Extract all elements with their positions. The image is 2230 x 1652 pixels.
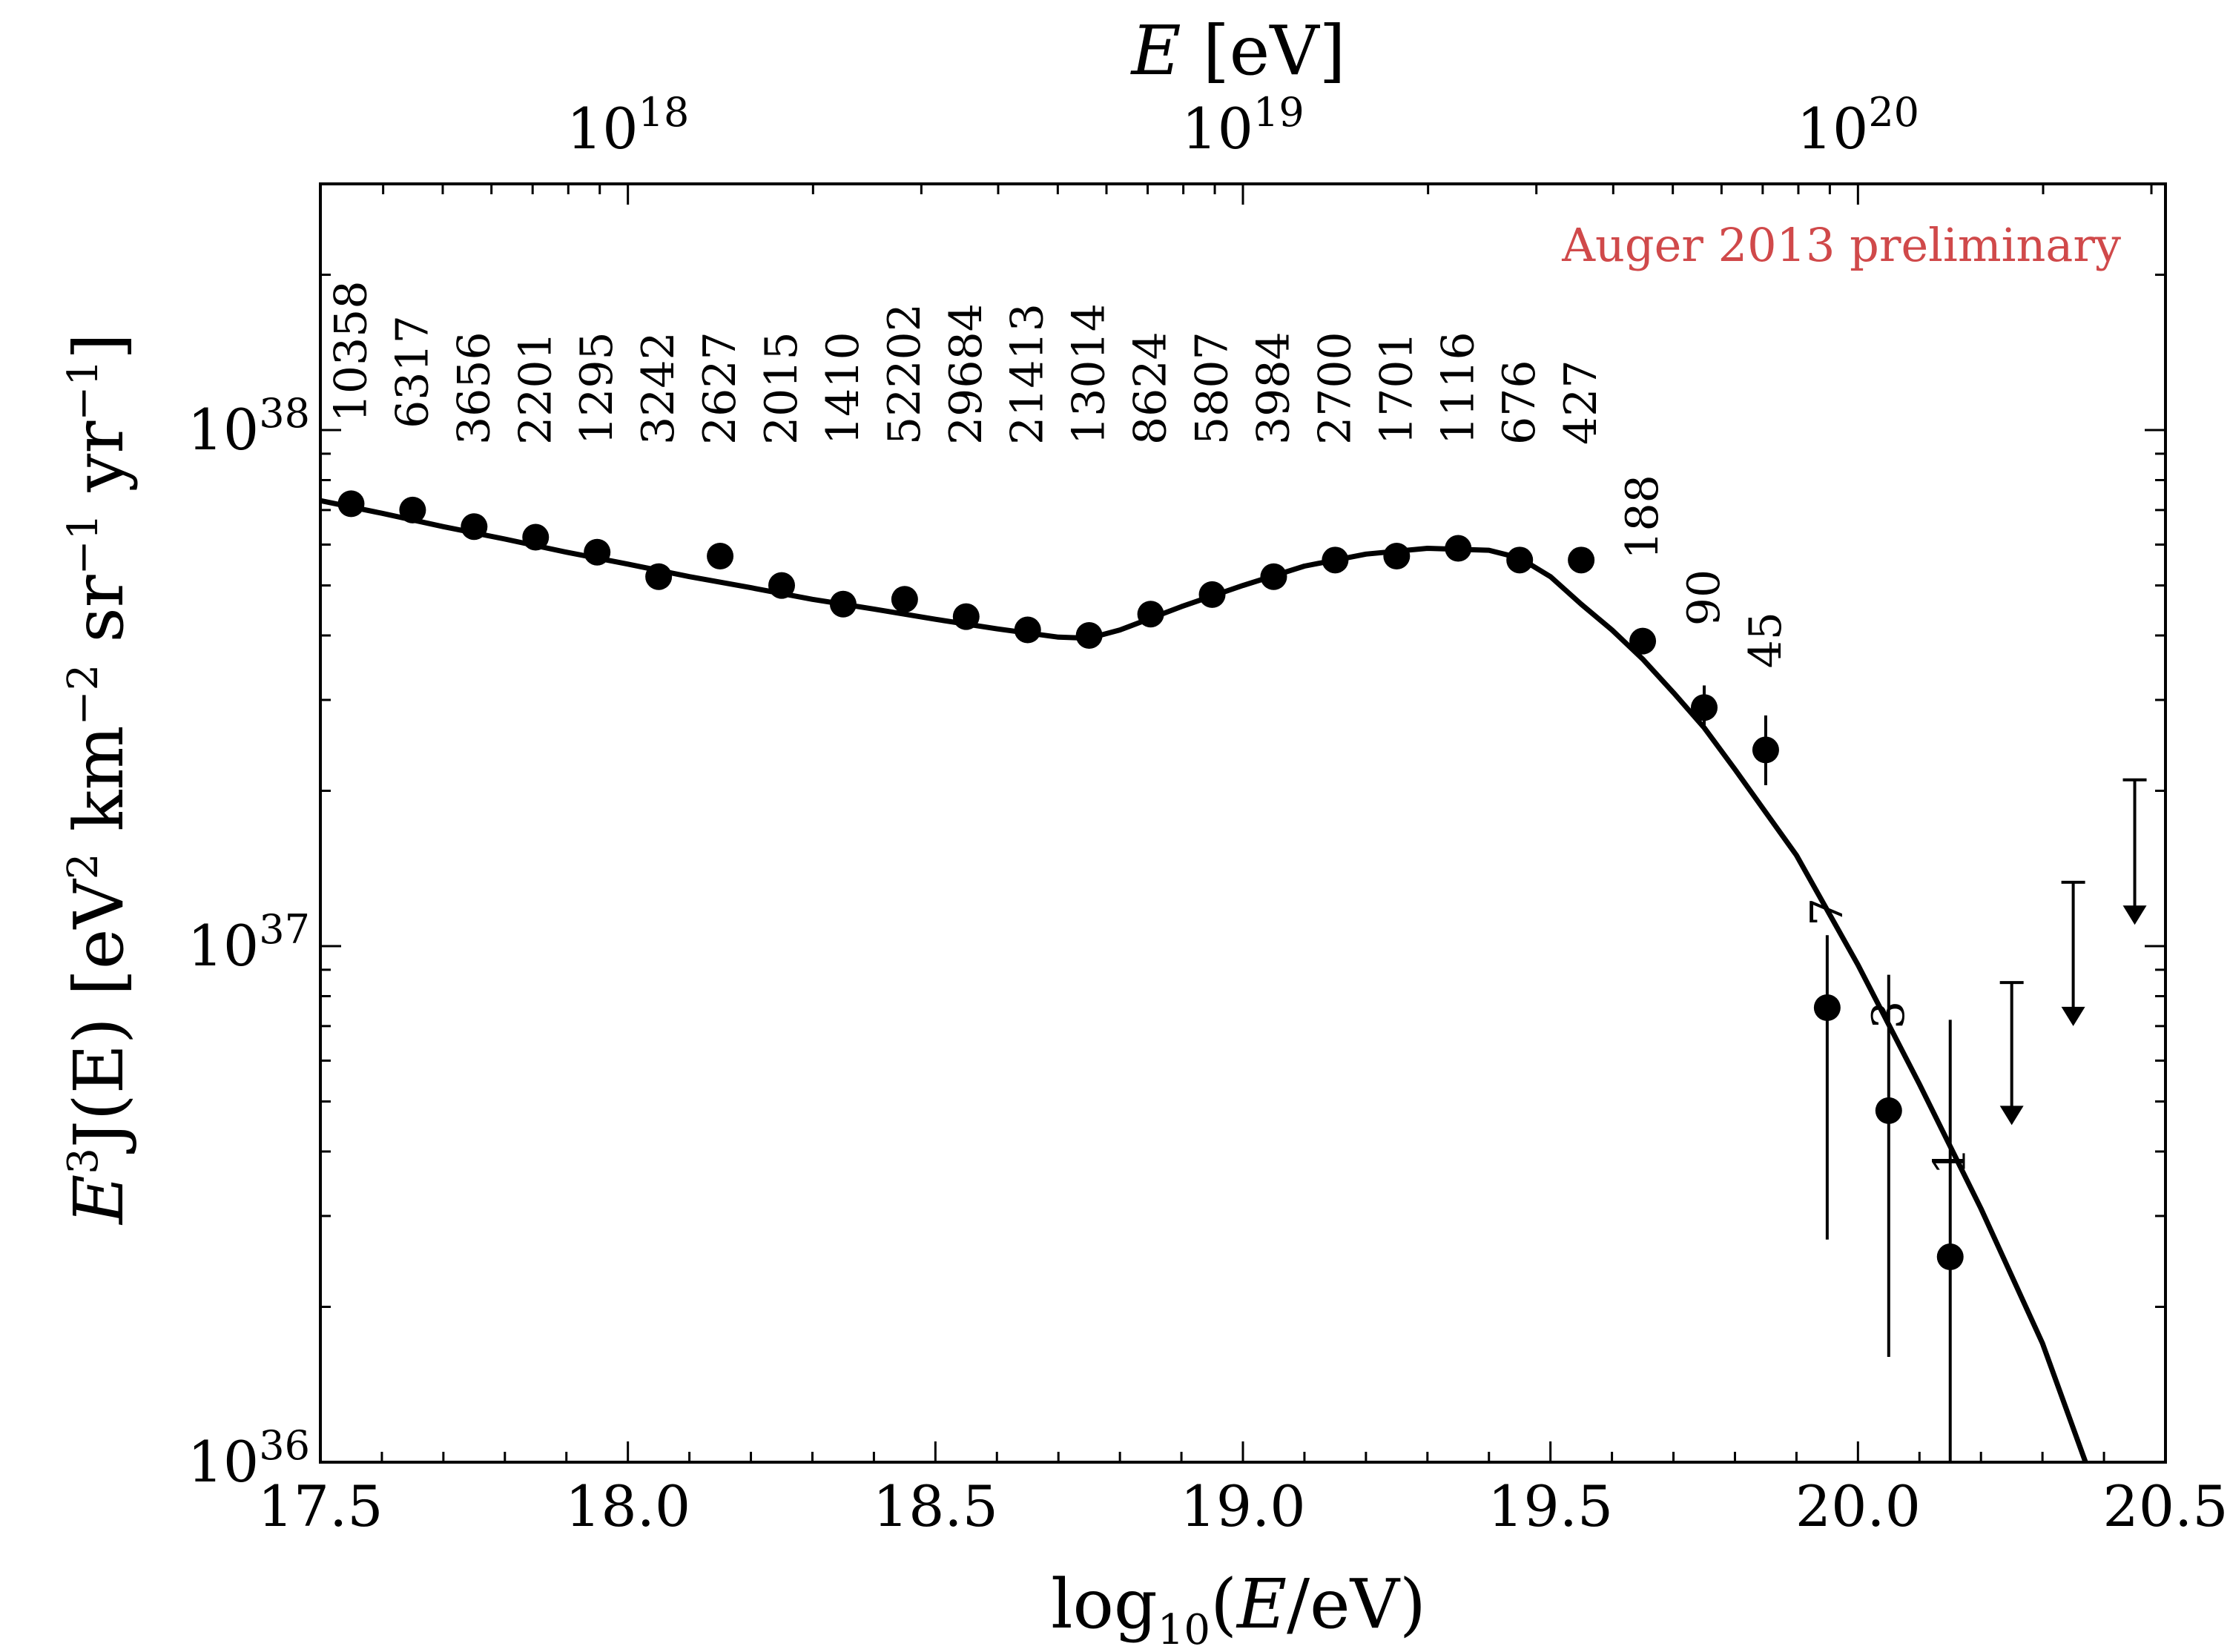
event-count-label: 8624 (1125, 331, 1177, 445)
event-count-label: 29684 (940, 303, 992, 445)
data-point (1445, 535, 1472, 562)
event-count-label: 188 (1617, 475, 1669, 560)
event-count-label: 45 (1740, 612, 1792, 668)
event-count-label: 6317 (386, 315, 438, 429)
data-point (1506, 546, 1534, 574)
data-point (1875, 1097, 1902, 1124)
event-count-label: 3984 (1247, 331, 1299, 445)
x-tick-label: 18.5 (873, 1473, 998, 1539)
data-point (522, 523, 550, 551)
y-tick-label: 1037 (188, 906, 310, 979)
event-count-label: 13014 (1063, 303, 1115, 445)
x-tick-label: 20.5 (2102, 1473, 2228, 1539)
data-point (829, 590, 857, 618)
data-point (1813, 994, 1841, 1021)
data-point (1137, 601, 1164, 628)
event-count-label: 3656 (448, 331, 500, 445)
event-count-label: 427 (1555, 360, 1607, 445)
data-point (399, 496, 426, 523)
data-point (1629, 627, 1657, 655)
data-point (1383, 542, 1411, 569)
event-count-label: 1295 (571, 331, 623, 445)
event-count-label: 1 (1924, 1147, 1976, 1175)
x-tick-label: 19.0 (1180, 1473, 1305, 1539)
event-count-label: 7 (1801, 898, 1853, 926)
data-point (1752, 736, 1779, 764)
event-count-label: 1410 (817, 331, 869, 445)
event-count-label: 5807 (1187, 331, 1238, 445)
x-tick-label: 17.5 (257, 1473, 383, 1539)
data-point (461, 513, 488, 541)
event-count-label: 2015 (756, 331, 808, 445)
data-point (891, 586, 918, 613)
data-point (1322, 546, 1349, 574)
event-count-label: 676 (1494, 360, 1546, 445)
event-count-label: 3242 (633, 331, 684, 445)
event-count-label: 1116 (1432, 331, 1484, 445)
data-point (337, 490, 365, 518)
top-axis-title: E [eV] (1129, 11, 1345, 90)
event-count-label: 3 (1863, 1001, 1915, 1029)
data-point (1691, 694, 1718, 721)
top-tick-label: 1020 (1797, 89, 1919, 162)
event-count-label: 10358 (325, 280, 377, 422)
event-count-label: 52202 (879, 303, 931, 445)
data-point (768, 572, 795, 599)
y-tick-label: 1036 (188, 1422, 310, 1495)
data-point (645, 563, 673, 590)
x-axis-title: log10(E/eV) (1051, 1565, 1426, 1652)
data-point (1568, 546, 1595, 574)
event-count-label: 90 (1678, 569, 1730, 626)
x-tick-label: 20.0 (1795, 1473, 1921, 1539)
event-count-label: 21413 (1002, 303, 1054, 445)
data-point (1014, 616, 1041, 644)
y-axis-title: E3J(E) [eV2 km−2 sr−1 yr−1] (59, 333, 139, 1226)
x-tick-label: 19.5 (1488, 1473, 1613, 1539)
x-tick-label: 18.0 (565, 1473, 690, 1539)
event-count-label: 2201 (509, 331, 561, 445)
top-tick-label: 1019 (1181, 89, 1304, 162)
upper-limit-arrow (2122, 905, 2147, 925)
y-tick-label: 1038 (188, 390, 310, 463)
data-point (1260, 563, 1287, 590)
data-point (584, 538, 611, 566)
top-tick-label: 1018 (567, 89, 689, 162)
fit-curve (320, 498, 2088, 1464)
data-point (952, 603, 980, 630)
event-count-label: 2700 (1309, 331, 1361, 445)
event-count-label: 2627 (694, 331, 746, 445)
event-count-label: 1701 (1370, 331, 1422, 445)
upper-limit-arrow (2061, 1006, 2085, 1026)
upper-limit-arrow (1999, 1106, 2024, 1126)
data-point (1936, 1243, 1964, 1271)
data-point (1198, 581, 1226, 608)
annotation-label: Auger 2013 preliminary (1561, 218, 2121, 272)
data-point (1075, 622, 1103, 650)
data-point (707, 542, 734, 569)
